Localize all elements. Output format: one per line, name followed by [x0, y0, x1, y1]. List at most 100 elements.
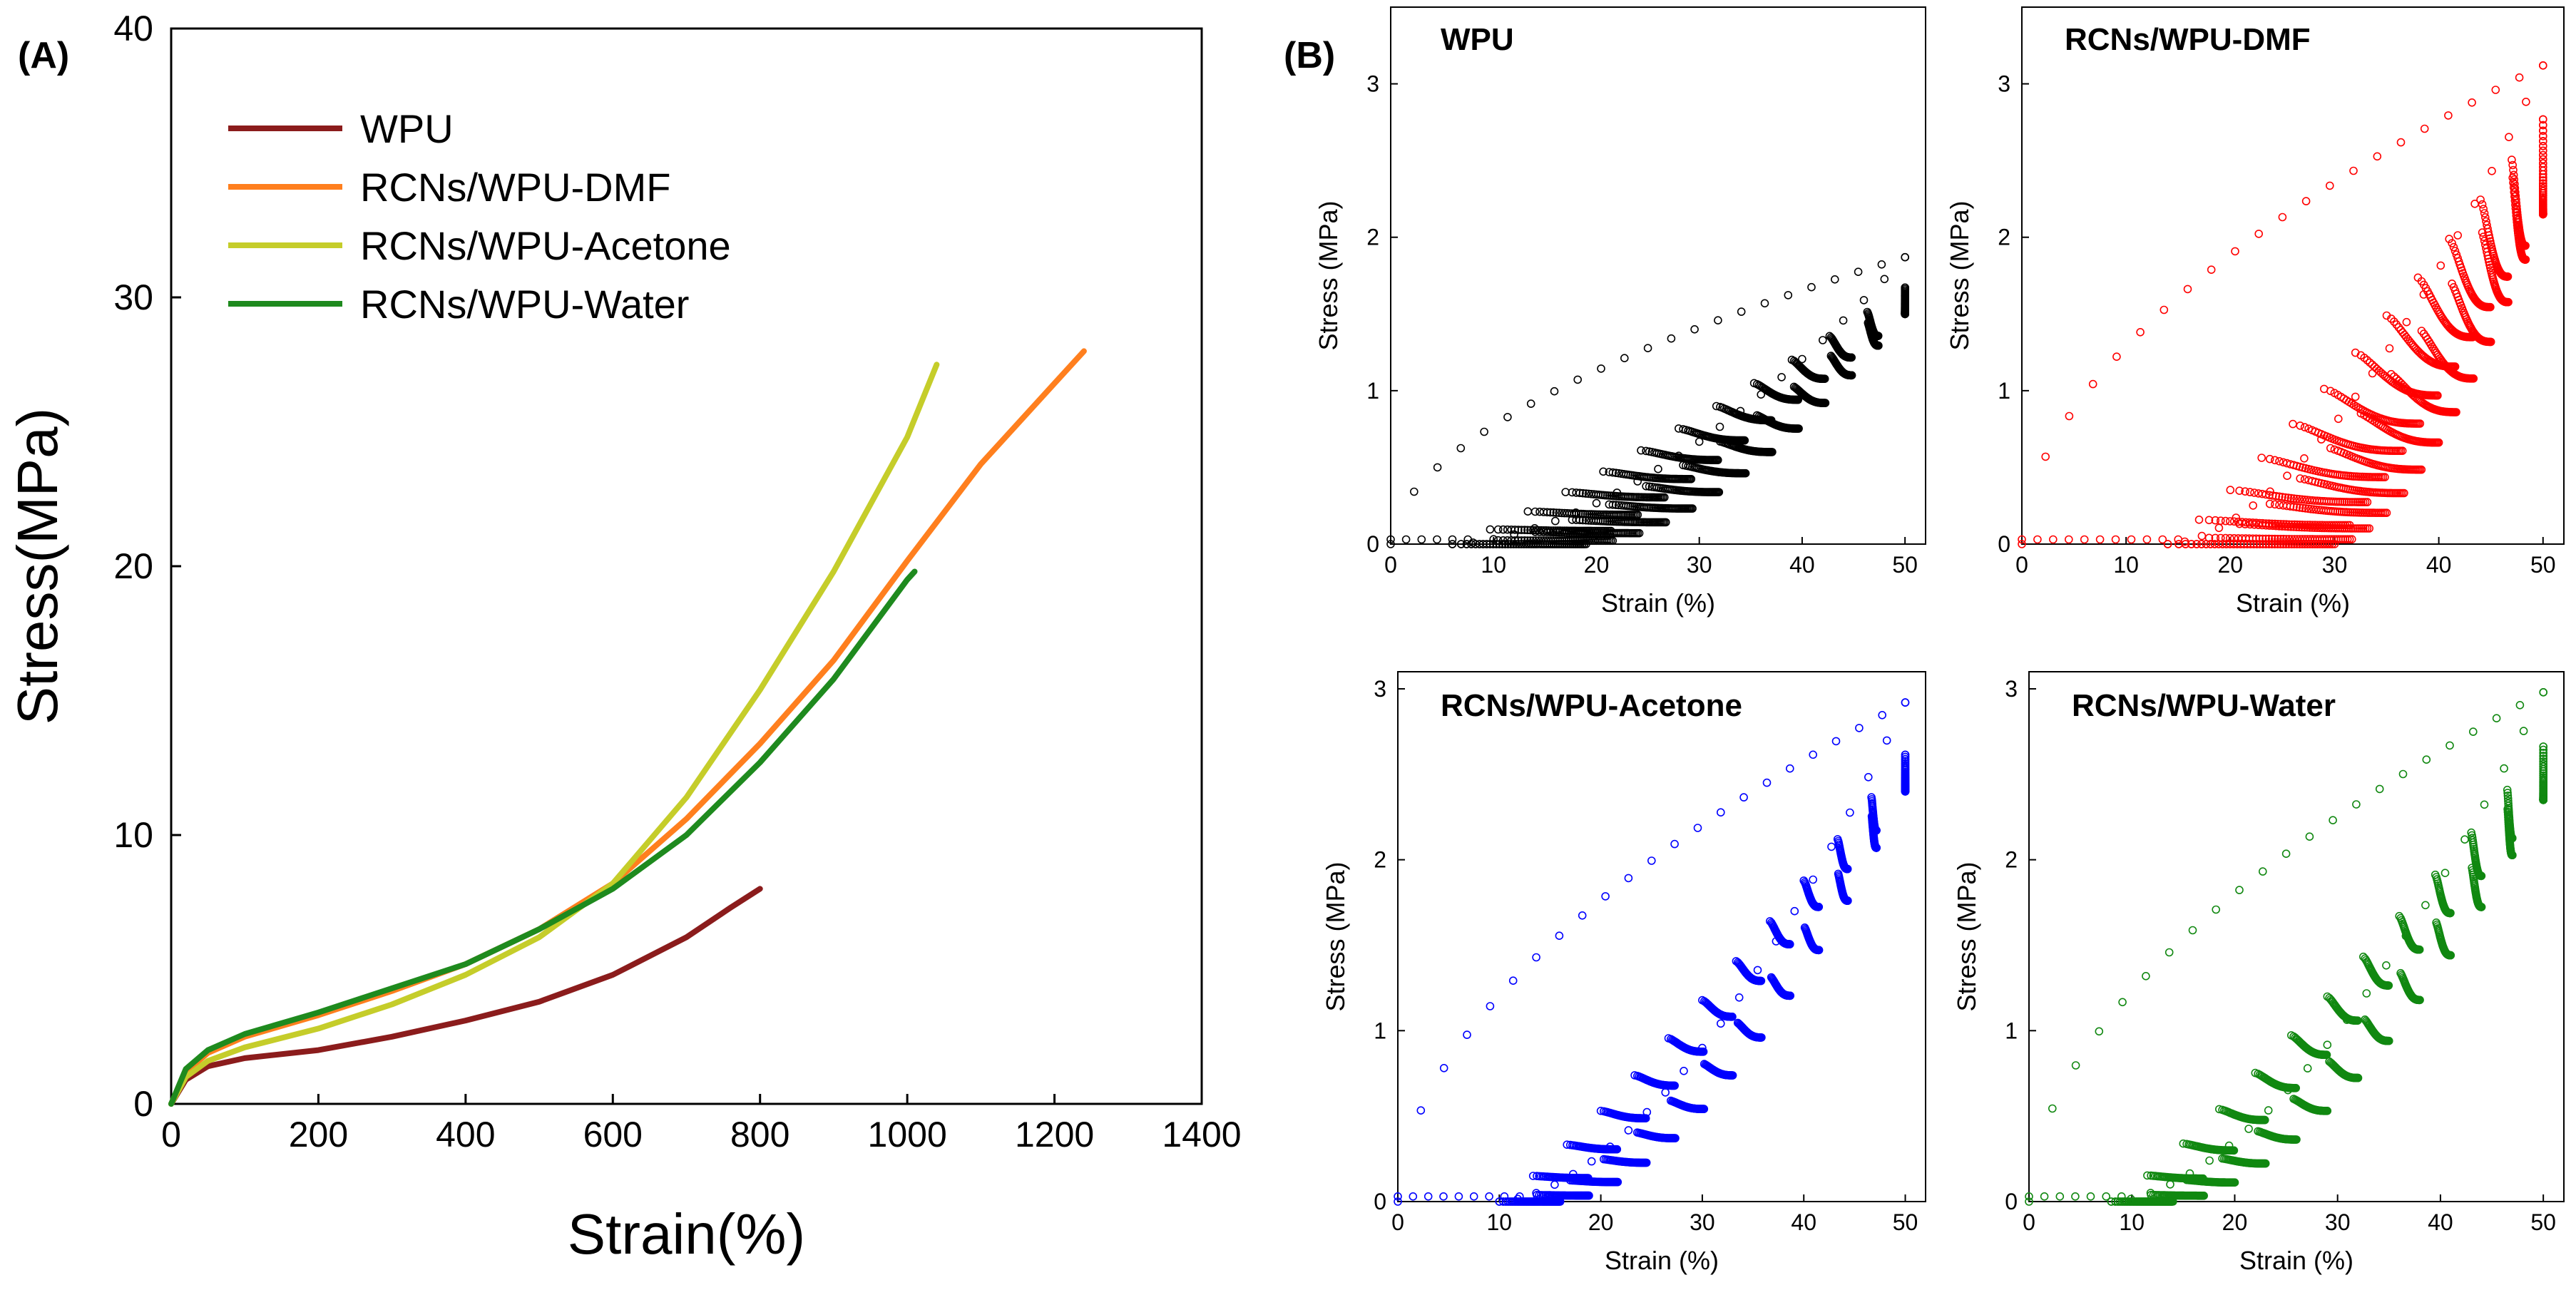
- data-point: [1578, 911, 1587, 920]
- data-point: [2256, 540, 2264, 548]
- x-tick-label: 50: [2530, 552, 2556, 578]
- data-point: [2271, 500, 2279, 509]
- data-point: [1844, 896, 1852, 905]
- data-point: [2271, 519, 2279, 528]
- data-point: [1550, 387, 1559, 396]
- data-point: [1551, 516, 1560, 526]
- data-point: [2539, 146, 2547, 155]
- data-point: [1516, 1192, 1524, 1201]
- data-point: [2510, 183, 2520, 193]
- data-point: [2265, 454, 2274, 464]
- data-point: [1608, 468, 1617, 477]
- data-point: [2289, 494, 2299, 503]
- data-point: [1386, 535, 1395, 544]
- data-point: [1530, 507, 1540, 516]
- data-point: [2509, 170, 2518, 180]
- data-point: [1901, 309, 1909, 319]
- data-point: [2299, 503, 2307, 513]
- data-point: [1798, 354, 1806, 364]
- data-point: [2326, 181, 2334, 190]
- data-point: [2539, 170, 2547, 179]
- data-points: [1394, 698, 1910, 1206]
- data-point: [1543, 508, 1552, 517]
- y-tick-label: 1: [1374, 1018, 1386, 1043]
- data-point: [1612, 501, 1620, 509]
- data-point: [2488, 167, 2496, 175]
- data-point: [2278, 493, 2286, 501]
- data-point: [2276, 540, 2285, 548]
- data-point: [2539, 121, 2547, 130]
- data-point: [2296, 421, 2304, 430]
- x-tick-label: 0: [1384, 552, 1397, 578]
- y-axis-title: Stress (MPa): [1321, 861, 1350, 1011]
- data-point: [2275, 492, 2284, 501]
- data-point: [2163, 540, 2172, 548]
- data-point: [2381, 473, 2389, 481]
- data-point: [1831, 737, 1841, 746]
- x-tick-label: 0: [2023, 1209, 2035, 1235]
- data-point: [1819, 336, 1827, 344]
- data-point: [1607, 526, 1615, 536]
- data-point: [2136, 327, 2145, 337]
- data-point: [2539, 155, 2547, 164]
- legend-label-2: RCNs/WPU-DMF: [360, 165, 670, 210]
- data-point: [1394, 1197, 1402, 1206]
- data-point: [1498, 525, 1508, 534]
- data-point: [2478, 200, 2487, 209]
- data-point: [1495, 1197, 1504, 1206]
- data-point: [1699, 1048, 1708, 1056]
- y-tick-label: 1: [1366, 378, 1379, 404]
- data-point: [2306, 505, 2316, 513]
- data-point: [2293, 520, 2301, 529]
- data-point: [2018, 540, 2026, 548]
- data-point: [2301, 197, 2311, 205]
- data-point: [2229, 517, 2239, 526]
- data-point: [2363, 356, 2371, 364]
- data-point: [2444, 111, 2453, 120]
- data-point: [2295, 503, 2304, 512]
- data-point: [1762, 778, 1772, 787]
- data-point: [2264, 540, 2274, 548]
- data-point: [1529, 526, 1538, 535]
- y-tick-label: 2: [1366, 225, 1379, 250]
- data-point: [2080, 535, 2089, 544]
- data-point: [2363, 498, 2372, 506]
- data-point: [1531, 526, 1540, 535]
- data-point: [1700, 1105, 1709, 1113]
- data-point: [1608, 500, 1617, 509]
- data-point: [2326, 444, 2335, 453]
- data-point: [1859, 296, 1869, 304]
- data-point: [1503, 540, 1513, 548]
- y-tick-label: 2: [2005, 847, 2018, 873]
- data-point: [1714, 316, 1722, 325]
- data-point: [2365, 524, 2373, 533]
- data-point: [2513, 205, 2521, 214]
- data-point: [1555, 931, 1564, 940]
- y-tick-label: 30: [113, 277, 153, 317]
- data-point: [1660, 493, 1669, 502]
- data-point: [2290, 540, 2299, 548]
- x-tick-label: 50: [2530, 1209, 2556, 1235]
- data-point: [2505, 133, 2513, 141]
- data-point: [1635, 528, 1644, 538]
- data-point: [2349, 166, 2358, 175]
- data-point: [1662, 518, 1670, 527]
- legend-label-1: WPU: [360, 106, 454, 151]
- data-point: [2539, 142, 2547, 150]
- data-point: [1786, 991, 1795, 1000]
- data-point: [2468, 332, 2477, 342]
- data-point: [1489, 540, 1498, 548]
- data-point: [2252, 518, 2261, 528]
- data-point: [1641, 1114, 1650, 1122]
- data-point: [1486, 525, 1495, 534]
- data-point: [1831, 275, 1839, 284]
- data-point: [2504, 297, 2513, 307]
- data-point: [1558, 526, 1567, 536]
- data-point: [1874, 341, 1883, 350]
- data-point: [1693, 824, 1702, 832]
- data-point: [2071, 1061, 2080, 1070]
- data-point: [2065, 535, 2073, 544]
